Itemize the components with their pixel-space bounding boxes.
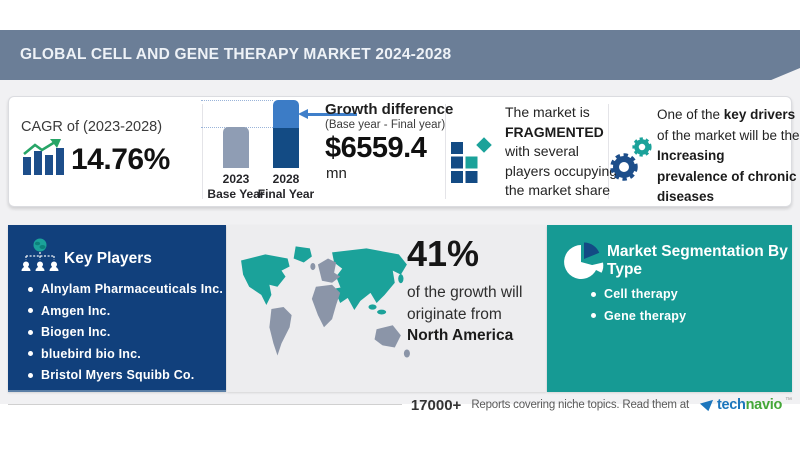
- pie-chart-icon: [564, 242, 604, 279]
- regional-share-value: 41%: [407, 233, 480, 274]
- bullet-icon: [28, 308, 33, 313]
- bar-2023: [223, 127, 249, 168]
- segmentation-title: Market Segmentation By Type: [607, 243, 788, 278]
- cagr-label: CAGR of (2023-2028): [21, 119, 163, 135]
- bullet-icon: [28, 286, 33, 292]
- footer: 17000+ Reports covering niche topics. Re…: [411, 395, 792, 415]
- list-item: Cell therapy: [591, 287, 686, 301]
- growth-unit: mn: [326, 165, 347, 182]
- bar-label-2028: 2028 Final Year: [257, 172, 315, 201]
- segmentation-list: Cell therapy Gene therapy: [591, 287, 686, 323]
- key-players-list: Alnylam Pharmaceuticals Inc. Amgen Inc. …: [28, 282, 223, 382]
- list-item: Biogen Inc.: [28, 325, 223, 339]
- list-item: Amgen Inc.: [28, 304, 223, 318]
- footer-text: Reports covering niche topics. Read them…: [471, 399, 689, 411]
- technavio-arrow-icon: [699, 399, 714, 411]
- world-map: [241, 246, 410, 358]
- footer-divider: [8, 404, 402, 405]
- regional-panel: 41% of the growth will originate from No…: [227, 225, 546, 392]
- page-title: GLOBAL CELL AND GENE THERAPY MARKET 2024…: [20, 46, 452, 63]
- divider: [608, 104, 609, 199]
- key-players-panel: Key Players Alnylam Pharmaceuticals Inc.…: [8, 225, 226, 392]
- technavio-logo[interactable]: tech navio ™: [699, 397, 792, 413]
- list-item: Alnylam Pharmaceuticals Inc.: [28, 282, 223, 296]
- list-item: bluebird bio Inc.: [28, 347, 223, 361]
- growth-value: $6559.4: [325, 132, 427, 164]
- title-bar: GLOBAL CELL AND GENE THERAPY MARKET 2024…: [0, 30, 800, 80]
- report-count: 17000+: [410, 396, 462, 414]
- org-chart-icon: [21, 238, 59, 271]
- growth-heading: Growth difference: [325, 101, 454, 118]
- bar-2028-growth-segment: [273, 100, 299, 128]
- list-item: Gene therapy: [591, 309, 686, 323]
- gears-icon: [610, 137, 652, 181]
- bullet-icon: [591, 291, 596, 297]
- growth-arrow-head-icon: [298, 109, 308, 119]
- bar-2028-base-segment: [273, 128, 299, 168]
- bullet-icon: [28, 351, 33, 356]
- bullet-icon: [28, 372, 33, 378]
- trademark-symbol: ™: [785, 397, 792, 404]
- fragmented-text: The market is FRAGMENTED with several pl…: [505, 104, 618, 198]
- divider: [202, 104, 203, 199]
- logo-text-navio: navio: [745, 397, 783, 413]
- segmentation-panel: Market Segmentation By Type Cell therapy…: [547, 225, 792, 392]
- divider: [445, 104, 446, 199]
- bullet-icon: [591, 313, 596, 318]
- fragmented-squares-icon: [451, 137, 492, 183]
- bullet-icon: [28, 329, 33, 335]
- regional-text: of the growth will originate from North …: [407, 284, 523, 344]
- growth-arrow-icon: [308, 113, 357, 116]
- logo-text-tech: tech: [717, 397, 746, 413]
- guide-line-2028: [201, 100, 273, 101]
- stats-card: CAGR of (2023-2028) 14.76% 2023 Base Year…: [8, 96, 800, 207]
- growth-subheading: (Base year - Final year): [325, 119, 446, 131]
- bar-label-2023: 2023 Base Year: [207, 172, 265, 201]
- bar-chart-trend-icon: [23, 139, 64, 175]
- key-players-title: Key Players: [64, 250, 152, 267]
- key-driver-text: One of the key drivers of the market wil…: [657, 107, 800, 204]
- list-item: Bristol Myers Squibb Co.: [28, 368, 223, 382]
- cagr-value: 14.76%: [71, 143, 170, 176]
